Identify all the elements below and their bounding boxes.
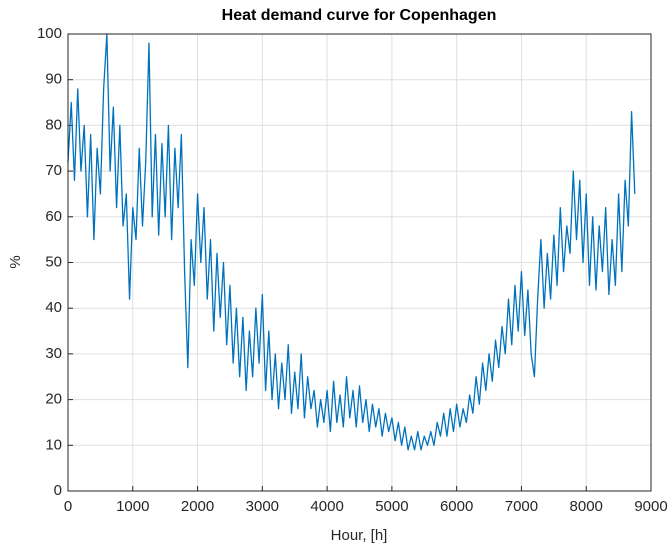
x-tick-label: 0 <box>64 498 72 515</box>
x-axis-label: Hour, [h] <box>331 527 388 544</box>
x-tick-label: 7000 <box>505 498 538 515</box>
plot-frame <box>67 33 652 492</box>
x-tick-label: 1000 <box>116 498 149 515</box>
y-tick-label: 100 <box>37 25 62 42</box>
y-tick-label: 10 <box>45 436 62 453</box>
x-tick-label: 6000 <box>440 498 473 515</box>
x-tick-label: 4000 <box>310 498 343 515</box>
y-tick-label: 80 <box>45 116 62 133</box>
x-tick-label: 2000 <box>181 498 214 515</box>
y-tick-label: 40 <box>45 299 62 316</box>
y-tick-label: 60 <box>45 208 62 225</box>
y-tick-label: 90 <box>45 71 62 88</box>
x-tick-label: 8000 <box>570 498 603 515</box>
y-tick-label: 50 <box>45 253 62 270</box>
y-tick-label: 70 <box>45 162 62 179</box>
x-tick-label: 3000 <box>246 498 279 515</box>
x-tick-label: 9000 <box>634 498 667 515</box>
data-line <box>67 33 636 451</box>
chart-title: Heat demand curve for Copenhagen <box>222 7 497 24</box>
y-tick-label: 30 <box>45 345 62 362</box>
y-axis-label: % <box>7 255 24 268</box>
x-tick-label: 5000 <box>375 498 408 515</box>
y-tick-label: 20 <box>45 391 62 408</box>
y-tick-label: 0 <box>54 482 62 499</box>
